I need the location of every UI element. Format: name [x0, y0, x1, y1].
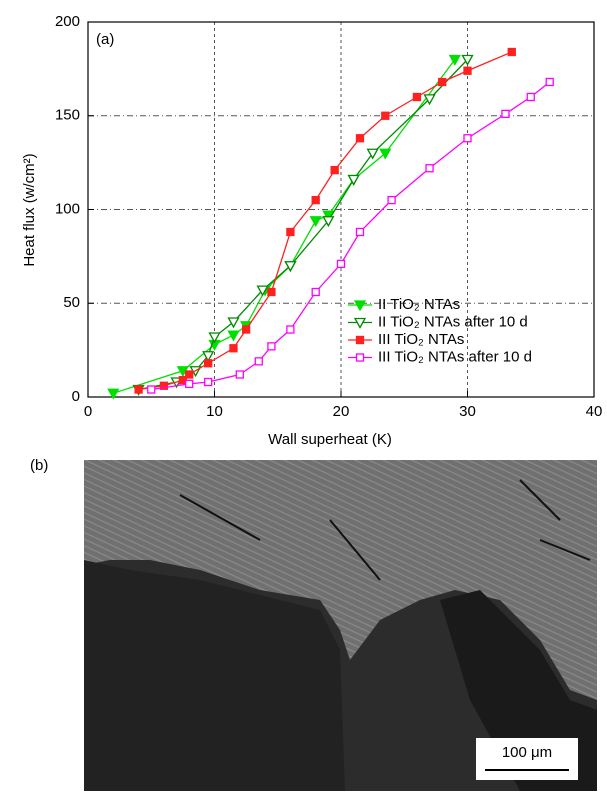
data-point: [159, 381, 169, 390]
y-axis-label: Heat flux (w/cm²): [21, 153, 38, 266]
y-tick-label: 150: [55, 107, 80, 124]
data-point: [147, 385, 156, 394]
data-point: [227, 330, 240, 342]
legend-marker: [355, 353, 365, 362]
data-point: [202, 351, 215, 363]
data-point: [438, 77, 447, 87]
x-tick-label: 20: [333, 403, 350, 420]
legend-label: III TiO₂ NTAs: [378, 331, 464, 348]
x-tick-label: 40: [586, 403, 603, 420]
data-point: [501, 109, 510, 119]
data-point: [227, 317, 240, 329]
data-point: [134, 385, 143, 394]
y-tick-label: 200: [55, 13, 80, 30]
data-point: [208, 332, 221, 344]
y-tick-label: 0: [72, 388, 80, 405]
data-point: [286, 325, 295, 334]
sem-image: 100 μm: [84, 460, 597, 791]
legend-label: II TiO₂ NTAs after 10 d: [378, 313, 528, 330]
data-point: [355, 227, 365, 237]
data-point: [412, 92, 422, 102]
data-point: [229, 344, 238, 353]
panel-label: (a): [96, 31, 114, 48]
data-point: [235, 370, 244, 379]
legend-marker: [353, 317, 367, 329]
data-point: [185, 370, 194, 379]
data-point: [267, 342, 276, 351]
data-point: [267, 287, 276, 297]
data-point: [347, 174, 360, 186]
legend-marker: [355, 335, 365, 345]
data-point: [379, 148, 392, 160]
data-point: [107, 388, 120, 400]
data-point: [254, 357, 263, 366]
legend-label: III TiO₂ NTAs after 10 d: [378, 348, 532, 365]
data-point: [381, 111, 390, 120]
data-point: [322, 216, 335, 228]
data-point: [425, 164, 434, 173]
y-tick-label: 100: [55, 200, 80, 217]
data-point: [336, 259, 346, 269]
legend-marker: [353, 300, 367, 312]
data-point: [330, 165, 339, 175]
x-tick-label: 30: [459, 403, 476, 420]
panel-label: (b): [30, 457, 48, 474]
scale-bar-label: 100 μm: [502, 744, 552, 761]
data-point: [204, 377, 213, 387]
x-axis-label: Wall superheat (K): [268, 431, 392, 448]
y-tick-label: 50: [63, 294, 80, 311]
data-point: [387, 195, 396, 205]
data-point: [204, 359, 213, 368]
data-point: [286, 227, 295, 237]
data-point: [545, 77, 554, 87]
data-point: [423, 94, 436, 106]
data-point: [241, 325, 251, 334]
data-point: [366, 148, 379, 160]
legend-label: II TiO₂ NTAs: [378, 296, 460, 313]
data-point: [256, 285, 269, 297]
data-point: [355, 134, 365, 143]
data-point: [311, 287, 320, 297]
data-point: [463, 134, 472, 143]
data-point: [311, 195, 320, 205]
x-tick-label: 10: [206, 403, 223, 420]
data-point: [461, 54, 474, 66]
data-point: [284, 261, 297, 273]
plot-frame: [87, 21, 595, 398]
data-point: [309, 216, 322, 228]
data-point: [448, 54, 461, 66]
data-point: [507, 47, 516, 57]
series-line: [151, 81, 551, 391]
data-point: [185, 379, 194, 389]
x-tick-label: 0: [84, 403, 92, 420]
data-point: [526, 92, 535, 102]
data-point: [463, 66, 472, 75]
